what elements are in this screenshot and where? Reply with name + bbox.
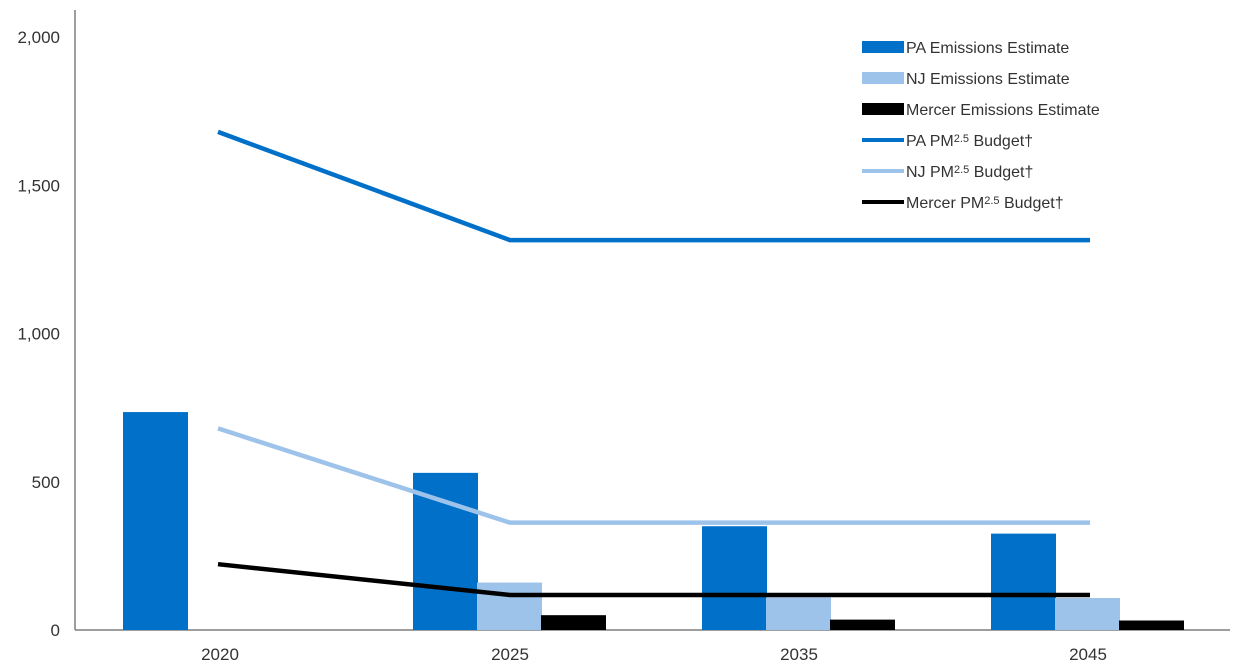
legend-label: Mercer PM2.5 Budget† (906, 195, 1064, 212)
y-tick-label: 1,000 (17, 325, 60, 344)
bar-pa-emissions-estimate-2025 (413, 472, 478, 630)
y-tick-label: 0 (51, 621, 60, 640)
chart-lines (217, 129, 1090, 598)
bar-pa-emissions-estimate-2035 (702, 526, 767, 630)
bar-nj-emissions-estimate-2025 (477, 582, 542, 630)
x-axis-ticks: 2020 2025 2035 2045 (201, 645, 1107, 664)
line-pa-pmbudget (217, 129, 1090, 243)
bar-mercer-emissions-estimate-2045 (1119, 620, 1184, 630)
legend-label: PA PM2.5 Budget† (906, 133, 1033, 150)
line-mercer-pmbudget (217, 561, 1090, 598)
x-tick-label: 2025 (491, 645, 529, 664)
y-tick-label: 500 (32, 473, 60, 492)
bar-nj-emissions-estimate-2045 (1055, 597, 1120, 630)
legend-swatch (862, 103, 904, 115)
legend-swatch (862, 72, 904, 84)
x-tick-label: 2045 (1069, 645, 1107, 664)
legend-label: NJ PM2.5 Budget† (906, 164, 1033, 181)
y-tick-label: 1,500 (17, 176, 60, 195)
chart-bars (123, 412, 1184, 630)
bar-pa-emissions-estimate-2020 (123, 412, 188, 630)
legend-swatch (862, 41, 904, 53)
bar-pa-emissions-estimate-2045 (991, 533, 1056, 630)
line-nj-pmbudget (217, 426, 1090, 525)
x-tick-label: 2035 (780, 645, 818, 664)
bar-mercer-emissions-estimate-2025 (541, 615, 606, 630)
legend-label: PA Emissions Estimate (906, 40, 1069, 57)
bar-nj-emissions-estimate-2035 (766, 597, 831, 630)
y-axis-ticks: 0 500 1,000 1,500 2,000 (17, 28, 60, 640)
x-tick-label: 2020 (201, 645, 239, 664)
legend-label: NJ Emissions Estimate (906, 71, 1070, 88)
chart-legend: PA Emissions Estimate NJ Emissions Estima… (862, 40, 1100, 212)
y-tick-label: 2,000 (17, 28, 60, 47)
legend-label: Mercer Emissions Estimate (906, 102, 1100, 119)
bar-mercer-emissions-estimate-2035 (830, 619, 895, 630)
